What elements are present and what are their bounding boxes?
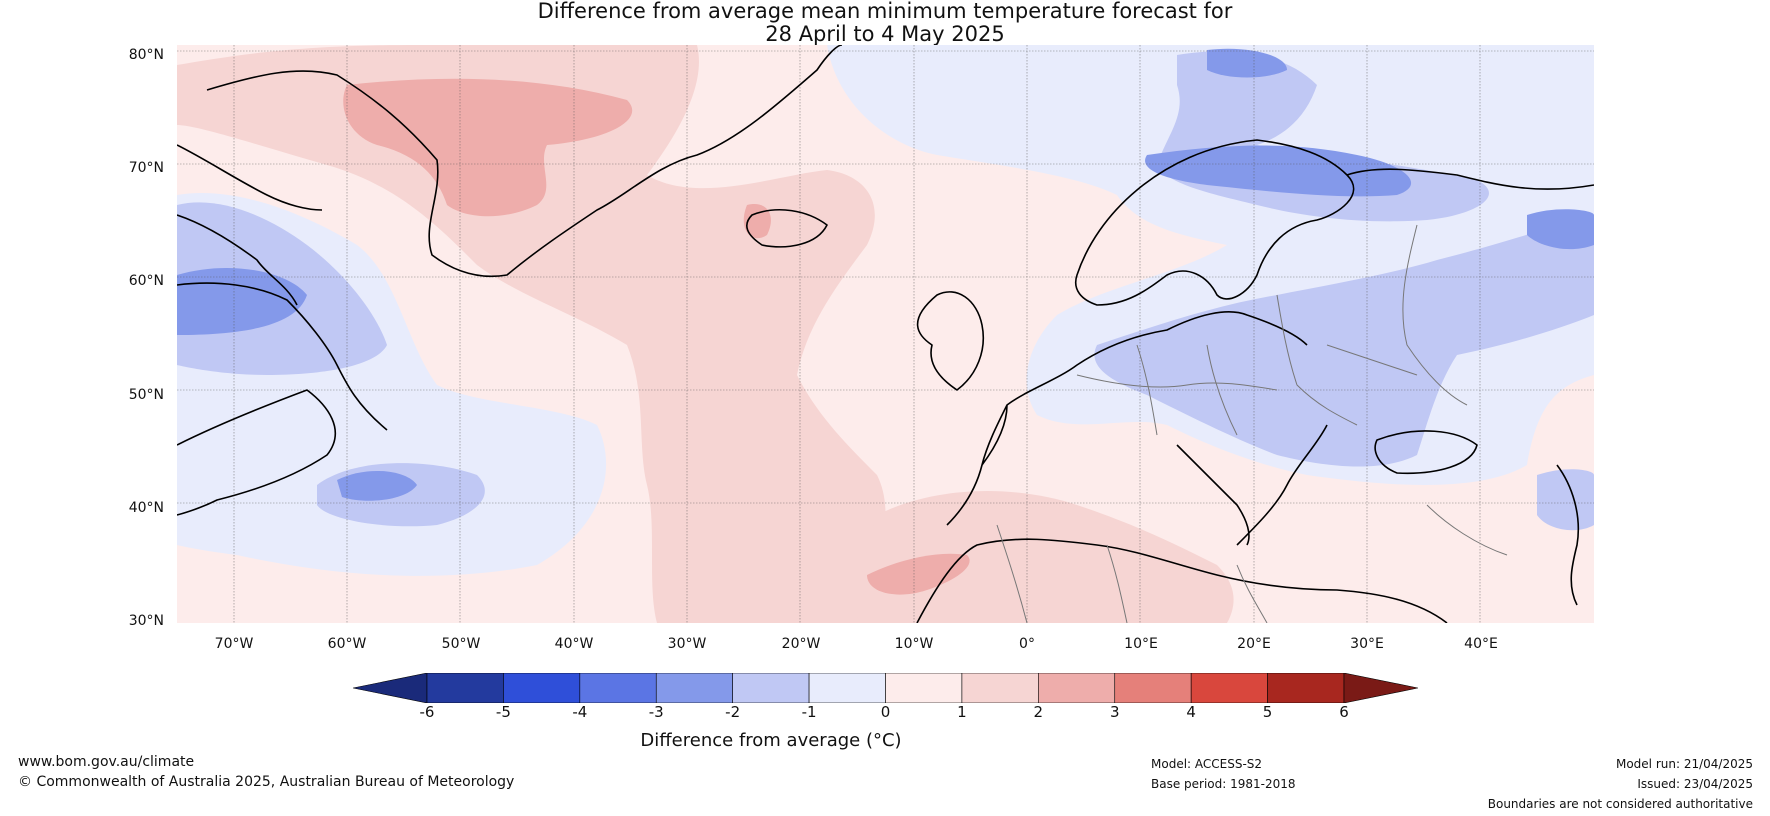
colorbar-segment	[1190, 672, 1268, 704]
colorbar-svg	[352, 672, 1419, 704]
lon-label-30w: 30°W	[667, 636, 707, 652]
lat-label-50n: 50°N	[128, 387, 164, 403]
coastline-scandinavia	[1075, 139, 1355, 306]
title-line-1: Difference from average mean minimum tem…	[537, 0, 1233, 23]
colorbar-tick-label: 5	[1262, 703, 1273, 721]
lon-label-70w: 70°W	[214, 636, 254, 652]
colorbar-tick-label: -3	[648, 703, 664, 721]
colorbar-segment	[808, 672, 886, 704]
lon-label-0: 0°	[1019, 636, 1035, 652]
lat-label-40n: 40°N	[128, 500, 164, 516]
lat-label-60n: 60°N	[128, 273, 164, 289]
lon-label-20w: 20°W	[781, 636, 821, 652]
coastline-british-isles	[916, 291, 984, 391]
colorbar-tick-label: 3	[1109, 703, 1120, 721]
colorbar-segment	[426, 672, 504, 704]
lon-label-10w: 10°W	[894, 636, 934, 652]
coastline-greenland	[206, 45, 843, 278]
forecast-map	[177, 45, 1594, 623]
colorbar-tick-label: 1	[957, 703, 967, 721]
coastline-labrador	[177, 282, 388, 431]
colorbar-tick-label: -2	[725, 703, 741, 721]
colorbar-tick-label: -6	[419, 703, 435, 721]
colorbar-segment	[579, 672, 657, 704]
colorbar-label-text: Difference from average (°C)	[640, 730, 902, 751]
lon-label-30e: 30°E	[1350, 636, 1384, 652]
coastline-caspian	[1556, 464, 1580, 606]
colorbar-segment	[961, 672, 1039, 704]
anomaly-region-neg1-mideast	[1537, 469, 1594, 531]
anomaly-region-pos2-iceland	[743, 204, 771, 239]
anomaly-region-pos2-north-africa	[867, 553, 970, 595]
colorbar-label: Difference from average (°C)	[0, 730, 1770, 751]
anomaly-region-pos2-greenland	[343, 78, 633, 217]
lat-label-30n: 30°N	[128, 613, 164, 629]
coastline-europe	[946, 311, 1328, 546]
coastline-iceland	[746, 209, 828, 248]
colorbar-segment	[655, 672, 733, 704]
footer-model-run: Model run: 21/04/2025	[1615, 757, 1753, 771]
colorbar	[352, 672, 1419, 704]
footer-issued: Issued: 23/04/2025	[1637, 777, 1753, 791]
colorbar-tick-label: 0	[880, 703, 891, 721]
borders	[996, 224, 1508, 623]
colorbar-over-triangle	[1343, 672, 1419, 704]
coastlines	[177, 45, 1594, 623]
lon-label-40e: 40°E	[1464, 636, 1498, 652]
map-title: Difference from average mean minimum tem…	[180, 0, 1590, 46]
colorbar-tick-label: 6	[1339, 703, 1349, 721]
coastline-black-sea	[1374, 430, 1478, 475]
map-svg	[177, 45, 1594, 623]
colorbar-tick-label: 4	[1186, 703, 1196, 721]
colorbar-segment	[885, 672, 963, 704]
anomaly-region-neg2-atlantic	[337, 470, 417, 501]
colorbar-segment	[1267, 672, 1345, 704]
colorbar-tick-label: 2	[1033, 703, 1044, 721]
coastline-nova-scotia	[177, 389, 337, 516]
colorbar-tick-label: -5	[495, 703, 511, 721]
graticule	[177, 45, 1594, 623]
footer-url[interactable]: www.bom.gov.au/climate	[18, 754, 195, 770]
coastline-baffin	[177, 144, 323, 306]
anomaly-region-neg1-europe	[1094, 215, 1594, 467]
footer-model: Model: ACCESS-S2	[1151, 757, 1263, 771]
colorbar-segment	[1038, 672, 1116, 704]
footer-copyright: © Commonwealth of Australia 2025, Austra…	[18, 774, 515, 790]
footer-disclaimer: Boundaries are not considered authoritat…	[1487, 797, 1753, 811]
colorbar-segment	[503, 672, 581, 704]
coastline-north-africa	[916, 538, 1448, 623]
colorbar-tick-label: -4	[572, 703, 588, 721]
anomaly-region-pos1-north-africa	[857, 491, 1234, 623]
colorbar-tick-label: -1	[801, 703, 817, 721]
colorbar-segment	[732, 672, 810, 704]
lat-label-80n: 80°N	[128, 47, 164, 63]
colorbar-under-triangle	[352, 672, 428, 704]
anomaly-region-neg2-labrador	[177, 267, 307, 335]
lat-label-70n: 70°N	[128, 160, 164, 176]
lon-label-10e: 10°E	[1124, 636, 1158, 652]
coastline-italy	[1176, 444, 1250, 546]
coastline-russia-north	[1346, 168, 1594, 190]
lon-label-50w: 50°W	[441, 636, 481, 652]
lon-label-20e: 20°E	[1237, 636, 1271, 652]
title-line-2: 28 April to 4 May 2025	[765, 22, 1005, 46]
lon-label-60w: 60°W	[327, 636, 367, 652]
lon-label-40w: 40°W	[554, 636, 594, 652]
anomaly-region-neg2-norway	[1145, 145, 1412, 197]
anomaly-region-neg2-arctic	[1207, 48, 1287, 78]
colorbar-segment	[1114, 672, 1192, 704]
footer-base-period: Base period: 1981-2018	[1151, 777, 1296, 791]
anomaly-region-pos1-greenland	[177, 45, 886, 623]
anomaly-region-neg2-russia	[1527, 209, 1594, 250]
